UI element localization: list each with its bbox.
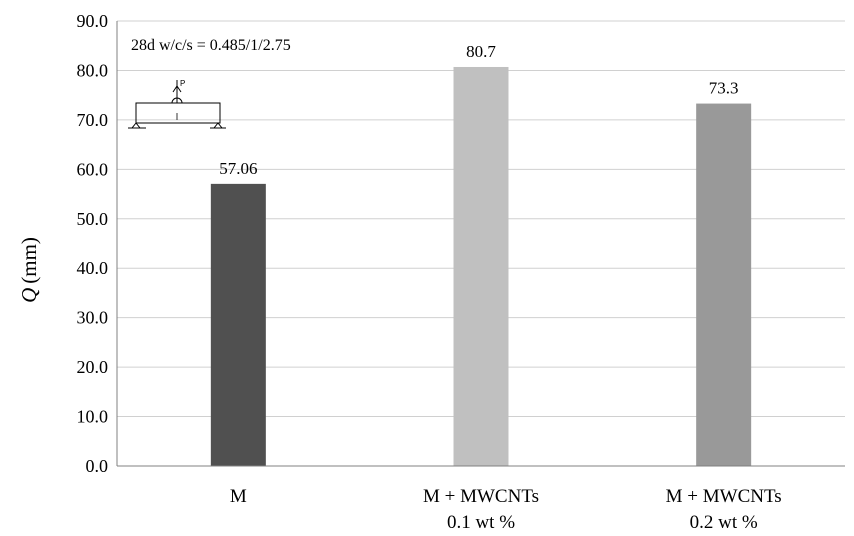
y-tick-label: 70.0 <box>77 110 109 130</box>
y-tick-label: 10.0 <box>77 407 109 427</box>
data-label: 57.06 <box>219 159 257 178</box>
y-tick-label: 60.0 <box>77 159 109 179</box>
data-labels: 57.06 80.7 73.3 <box>219 42 738 178</box>
y-tick-labels: 0.0 10.0 20.0 30.0 40.0 50.0 60.0 70.0 80.0 90.0 <box>77 11 109 476</box>
y-axis-label: Q (mm) <box>17 237 41 303</box>
annotation-text: 28d w/c/s = 0.485/1/2.75 <box>131 37 291 54</box>
y-tick-label: 40.0 <box>77 258 109 278</box>
category-label: M + MWCNTs <box>666 486 782 507</box>
bar <box>210 183 266 466</box>
y-axis-label-symbol: Q <box>17 288 41 303</box>
y-tick-label: 90.0 <box>77 11 109 31</box>
category-label: M <box>230 486 247 507</box>
bars <box>210 66 752 467</box>
category-label: 0.2 wt % <box>690 512 758 533</box>
beam-test-icon: P <box>128 79 226 129</box>
y-tick-label: 30.0 <box>77 308 109 328</box>
data-label: 80.7 <box>466 42 496 61</box>
bar <box>696 103 752 467</box>
y-tick-label: 50.0 <box>77 209 109 229</box>
data-label: 73.3 <box>709 79 739 98</box>
y-tick-label: 20.0 <box>77 357 109 377</box>
category-label: 0.1 wt % <box>447 512 515 533</box>
y-tick-label: 0.0 <box>86 456 109 476</box>
category-labels: M M + MWCNTs 0.1 wt % M + MWCNTs 0.2 wt % <box>230 486 782 533</box>
load-p-label: P <box>180 79 185 88</box>
category-label: M + MWCNTs <box>423 486 539 507</box>
y-tick-label: 80.0 <box>77 60 109 80</box>
bar <box>453 66 509 466</box>
y-axis-label-unit: (mm) <box>17 237 41 284</box>
